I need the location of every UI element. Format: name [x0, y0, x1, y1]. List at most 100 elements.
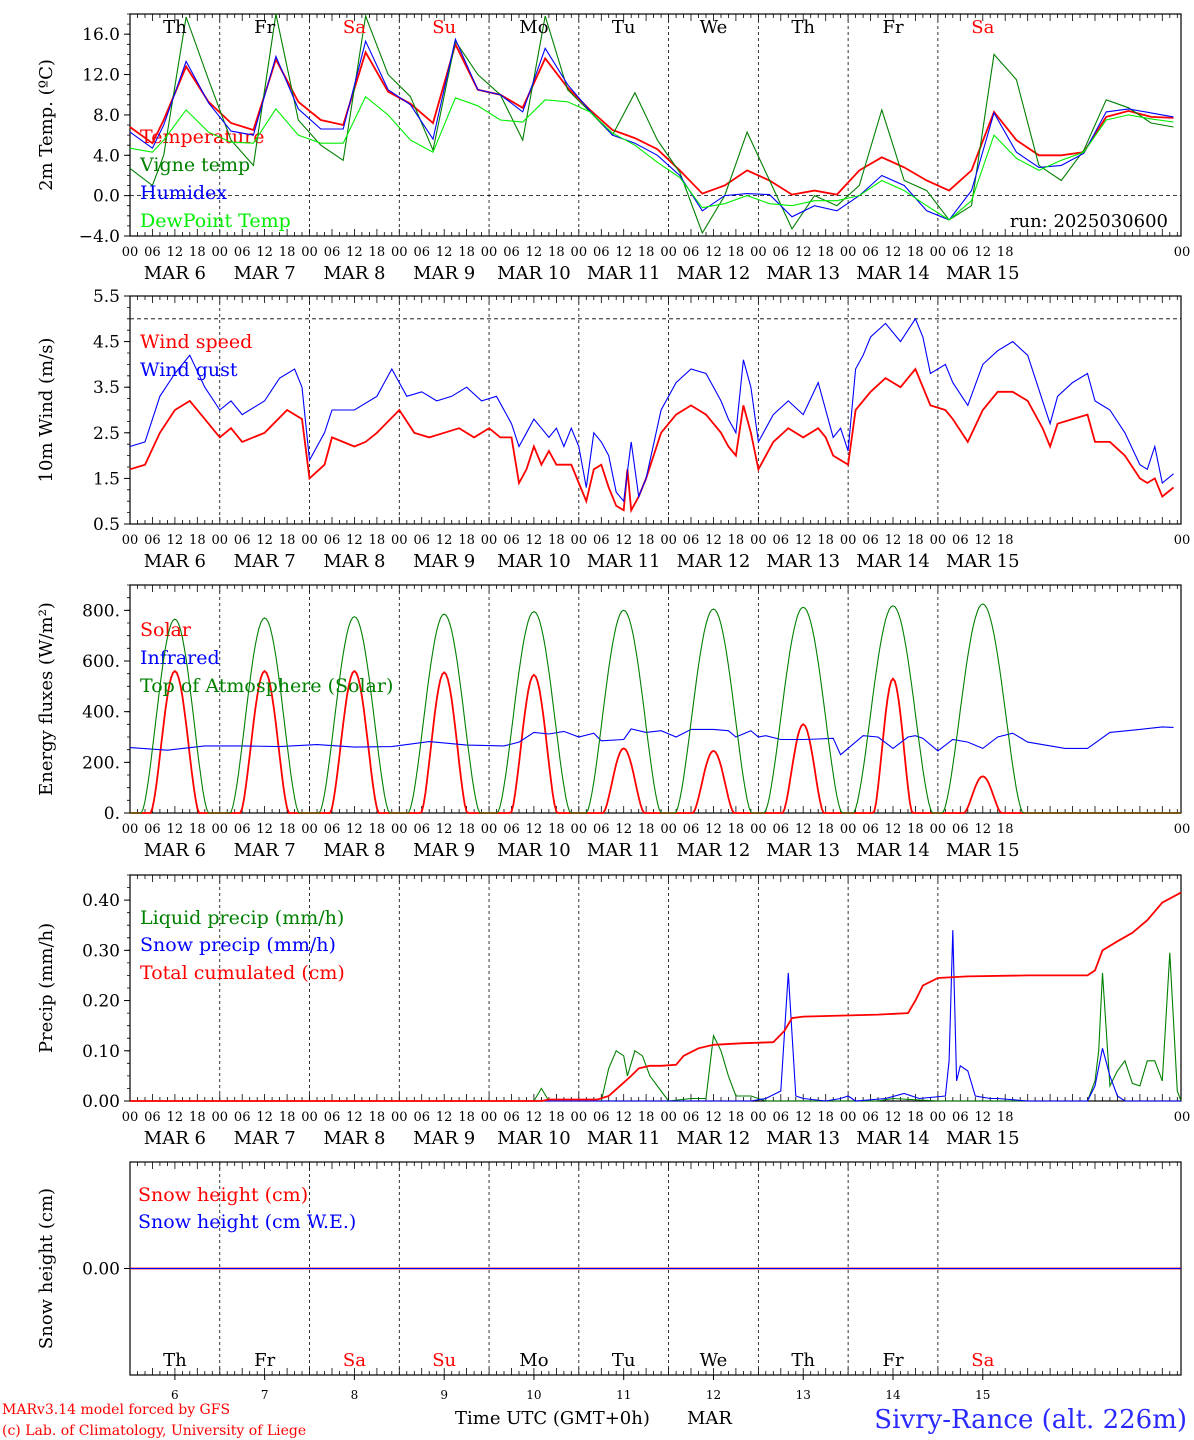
date-label: MAR 13 [766, 551, 840, 572]
hour-tick-label: 18 [997, 245, 1014, 260]
hour-tick-label: 00 [930, 245, 947, 260]
series-line-precip-1 [130, 930, 1181, 1102]
hour-tick-label: 12 [615, 822, 632, 837]
legend-entry: DewPoint Temp [140, 210, 291, 232]
x-axis-month: MAR [687, 1408, 732, 1429]
hour-tick-label: 00 [660, 1110, 677, 1125]
day-name-label: Tu [612, 17, 636, 38]
hour-tick-label: 00 [750, 533, 767, 548]
hour-tick-label: 00 [122, 533, 139, 548]
series-line-precip-0 [130, 952, 1182, 1102]
hour-tick-label: 06 [413, 822, 430, 837]
y-tick-label: 0.10 [82, 1042, 120, 1062]
hour-tick-label: 12 [167, 1110, 184, 1125]
day-name-label: Sa [971, 1350, 994, 1371]
day-name-label: Th [163, 17, 187, 38]
legend-entry: Snow height (cm) [138, 1184, 308, 1206]
legend-entry: Snow height (cm W.E.) [138, 1211, 356, 1233]
x-axis-title: Time UTC (GMT+0h) [455, 1408, 650, 1429]
day-name-label: Th [163, 1350, 187, 1371]
date-label: MAR 8 [323, 1128, 385, 1149]
series-line-energy-2 [130, 603, 1181, 814]
hour-tick-label: 12 [346, 245, 363, 260]
y-tick-label: 16.0 [82, 25, 120, 45]
hour-tick-label: 18 [907, 822, 924, 837]
hour-tick-label: 18 [997, 822, 1014, 837]
hour-tick-label: 12 [436, 533, 453, 548]
hour-tick-label: 06 [683, 245, 700, 260]
hour-tick-label: 12 [526, 822, 543, 837]
date-label: MAR 12 [677, 1128, 751, 1149]
series-line-precip-2 [130, 891, 1182, 1102]
series-line-temp-0 [129, 41, 1174, 196]
date-label: MAR 13 [766, 263, 840, 284]
hour-tick-label: 18 [638, 822, 655, 837]
date-label: MAR 12 [677, 840, 751, 861]
hour-tick-label: 18 [369, 533, 386, 548]
legend-entry: Humidex [140, 182, 227, 204]
y-tick-label: 0.40 [82, 891, 120, 911]
legend-entry: Infrared [140, 647, 220, 669]
hour-tick-label: 06 [503, 533, 520, 548]
hour-tick-label: 00 [301, 1110, 318, 1125]
hour-tick-label: 06 [503, 822, 520, 837]
series-line-wind-0 [129, 367, 1175, 514]
hour-tick-label: 18 [369, 245, 386, 260]
y-tick-label: 0. [104, 804, 120, 824]
hour-tick-label: 12 [436, 822, 453, 837]
date-label: MAR 14 [856, 263, 930, 284]
date-label: MAR 8 [323, 551, 385, 572]
day-number-label: 12 [706, 1388, 721, 1402]
date-label: MAR 13 [766, 840, 840, 861]
date-label: MAR 10 [497, 551, 571, 572]
hour-tick-label: 18 [817, 533, 834, 548]
hour-tick-label: 06 [144, 533, 161, 548]
day-number-label: 14 [885, 1388, 901, 1402]
hour-tick-label: 06 [144, 1110, 161, 1125]
day-name-label: Th [791, 1350, 815, 1371]
hour-tick-label: 18 [817, 1110, 834, 1125]
y-tick-label: 3.5 [93, 378, 120, 398]
y-tick-label: 0.5 [93, 515, 120, 535]
temp-panel: −4.00.04.08.012.016.02m Temp. (ºC) Temper… [36, 13, 1190, 284]
date-label: MAR 9 [413, 1128, 475, 1149]
hour-tick-label: 12 [705, 245, 722, 260]
hour-tick-label: 18 [997, 533, 1014, 548]
y-axis-title: Energy fluxes (W/m²) [36, 602, 57, 796]
snow-panel: 0.00 Snow height (cm) Snow height (cm) Snow… [36, 1161, 1182, 1402]
hour-tick-label: 00 [750, 245, 767, 260]
hour-tick-label: 00 [481, 1110, 498, 1125]
hour-tick-label: 12 [795, 245, 812, 260]
hour-tick-label: 12 [346, 822, 363, 837]
hour-tick-label: 12 [167, 822, 184, 837]
hour-tick-label: 06 [862, 533, 879, 548]
date-label: MAR 12 [677, 551, 751, 572]
run-label: run: 2025030600 [1010, 211, 1168, 232]
hour-tick-label: 12 [705, 1110, 722, 1125]
y-tick-label: 200. [82, 753, 120, 773]
date-label: MAR 14 [856, 840, 930, 861]
hour-tick-label: 18 [548, 533, 565, 548]
hour-tick-label: 00 [660, 822, 677, 837]
hour-tick-label: 00 [391, 1110, 408, 1125]
hour-tick-label: 00 [840, 822, 857, 837]
legend-entry: Liquid precip (mm/h) [140, 907, 344, 929]
hour-tick-label: 18 [907, 245, 924, 260]
hour-tick-label: 00 [391, 533, 408, 548]
hour-tick-label: 06 [503, 1110, 520, 1125]
date-label: MAR 11 [587, 1128, 661, 1149]
station-name: Sivry-Rance (alt. 226m) [874, 1405, 1187, 1435]
hour-tick-label: 18 [638, 533, 655, 548]
date-label: MAR 15 [946, 551, 1020, 572]
hour-tick-label: 12 [526, 533, 543, 548]
hour-tick-label: 18 [997, 1110, 1014, 1125]
precip-panel: 0.00 0.10 0.20 0.30 0.40 Precip (mm/h) Liquid … [36, 874, 1190, 1149]
hour-tick-label: 12 [885, 533, 902, 548]
hour-tick-label: 00 [122, 245, 139, 260]
hour-tick-label: 06 [952, 1110, 969, 1125]
date-label: MAR 15 [946, 1128, 1020, 1149]
y-tick-label: 4.5 [93, 333, 120, 353]
hour-tick-label: 00 [301, 533, 318, 548]
date-label: MAR 7 [234, 551, 296, 572]
